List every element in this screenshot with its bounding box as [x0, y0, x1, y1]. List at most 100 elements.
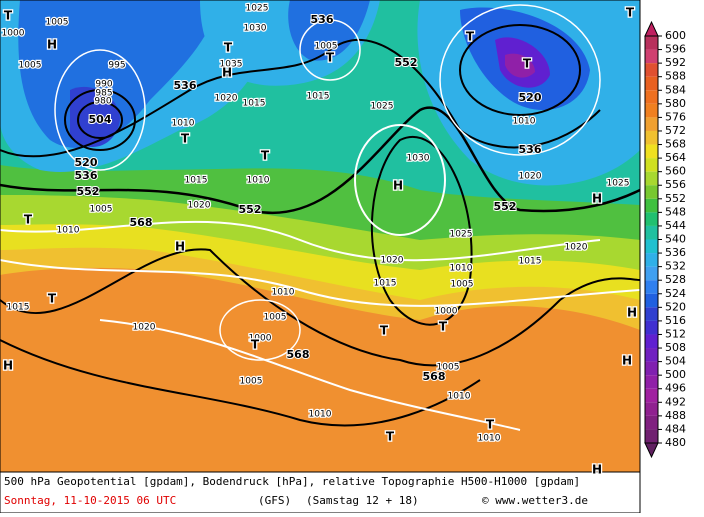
legend-label: 500 [665, 368, 686, 381]
isobar-label: 1030 [244, 24, 267, 34]
geopotential-label: 520 [519, 91, 542, 104]
legend-swatch [645, 402, 658, 416]
pressure-center: H [47, 38, 57, 52]
legend-swatch [645, 307, 658, 321]
legend-label: 492 [665, 395, 686, 408]
pressure-center: T [48, 292, 57, 306]
pressure-center: T [439, 320, 448, 334]
pressure-center: T [224, 41, 233, 55]
geopotential-label: 568 [130, 216, 153, 229]
isobar-label: 1020 [188, 201, 211, 211]
isobar-label: 1005 [90, 205, 113, 215]
legend-swatch [645, 158, 658, 172]
isobar-label: 1020 [133, 323, 156, 333]
isobar-label: 1005 [19, 61, 42, 71]
legend-label: 484 [665, 422, 686, 435]
isobar-label: 1025 [450, 230, 473, 240]
isobar-label: 1015 [519, 257, 542, 267]
isobar-label: 1010 [450, 264, 473, 274]
isobar-label: 1020 [565, 243, 588, 253]
legend-label: 544 [665, 219, 686, 232]
legend-swatch [645, 63, 658, 77]
pressure-center: H [393, 179, 403, 193]
legend-label: 592 [665, 56, 686, 69]
isobar-label: 1030 [407, 154, 430, 164]
legend-swatch [645, 49, 658, 64]
legend-label: 508 [665, 341, 686, 354]
legend-swatch [645, 293, 658, 308]
isobar-label: 1010 [272, 288, 295, 298]
legend-label: 480 [665, 436, 686, 449]
isobar-label: 1025 [607, 179, 630, 189]
pressure-center: T [523, 57, 532, 71]
isobar-label: 1020 [215, 94, 238, 104]
legend-swatch [645, 348, 658, 362]
legend-label: 488 [665, 409, 686, 422]
map-background [0, 0, 640, 472]
legend-swatch [645, 415, 658, 430]
legend-swatch [645, 361, 658, 376]
legend-swatch [645, 429, 658, 443]
pressure-center: H [627, 306, 637, 320]
legend-label: 516 [665, 314, 686, 327]
pressure-center: T [626, 6, 635, 20]
isobar-label: 1005 [240, 377, 263, 387]
legend-swatch [645, 225, 658, 240]
legend-label: 536 [665, 246, 686, 259]
isobar-label: 1010 [513, 117, 536, 127]
caption: 500 hPa Geopotential [gpdam], Bodendruck… [4, 475, 580, 488]
isobar-label: 985 [95, 89, 112, 99]
legend-bottom-arrow [644, 442, 659, 459]
legend-swatch [645, 117, 658, 131]
legend-swatch [645, 171, 658, 186]
pressure-center: T [24, 213, 33, 227]
geopotential-label: 552 [395, 56, 418, 69]
legend-label: 560 [665, 165, 686, 178]
isobar-label: 1025 [371, 102, 394, 112]
isobar-label: 1015 [243, 99, 266, 109]
legend-swatch [645, 388, 658, 403]
legend-label: 504 [665, 355, 686, 368]
legend-swatch [645, 375, 658, 389]
isobar-label: 1010 [309, 410, 332, 420]
model: (GFS) [258, 494, 291, 507]
pressure-center: T [466, 30, 475, 44]
isobar-label: 1015 [307, 92, 330, 102]
pressure-center: T [261, 149, 270, 163]
isobar-label: 1035 [220, 60, 243, 70]
legend-swatch [645, 144, 658, 159]
isobar-label: 980 [94, 97, 111, 107]
legend-swatch [645, 212, 658, 226]
legend-swatch [645, 130, 658, 145]
legend-swatch [645, 90, 658, 104]
isobar-label: 1015 [374, 279, 397, 289]
legend-swatch [645, 36, 658, 50]
legend-swatch [645, 185, 658, 199]
pressure-center: T [380, 324, 389, 338]
legend-label: 600 [665, 29, 686, 42]
isobar-label: 1000 [435, 307, 458, 317]
geopotential-label: 568 [287, 348, 310, 361]
legend-label: 564 [665, 151, 686, 164]
geopotential-label: 552 [77, 185, 100, 198]
contours [0, 4, 641, 431]
isobar-label: 1015 [185, 176, 208, 186]
legend-label: 596 [665, 43, 686, 56]
legend-label: 588 [665, 70, 686, 83]
isobar-label: 1010 [478, 434, 501, 444]
geopotential-label: 536 [174, 79, 197, 92]
legend-label: 580 [665, 97, 686, 110]
credit: © www.wetter3.de [482, 494, 588, 507]
geopotential-label: 552 [494, 200, 517, 213]
isobar-label: 1020 [381, 256, 404, 266]
geopotential-label: 552 [239, 203, 262, 216]
legend-swatch [645, 253, 658, 267]
legend-label: 532 [665, 260, 686, 273]
legend-swatch [645, 320, 658, 335]
legend-swatch [645, 198, 658, 213]
geopotential-label: 520 [75, 156, 98, 169]
legend-top-arrow [644, 20, 659, 37]
pressure-center: H [3, 359, 13, 373]
isobar-label: 995 [108, 61, 125, 71]
